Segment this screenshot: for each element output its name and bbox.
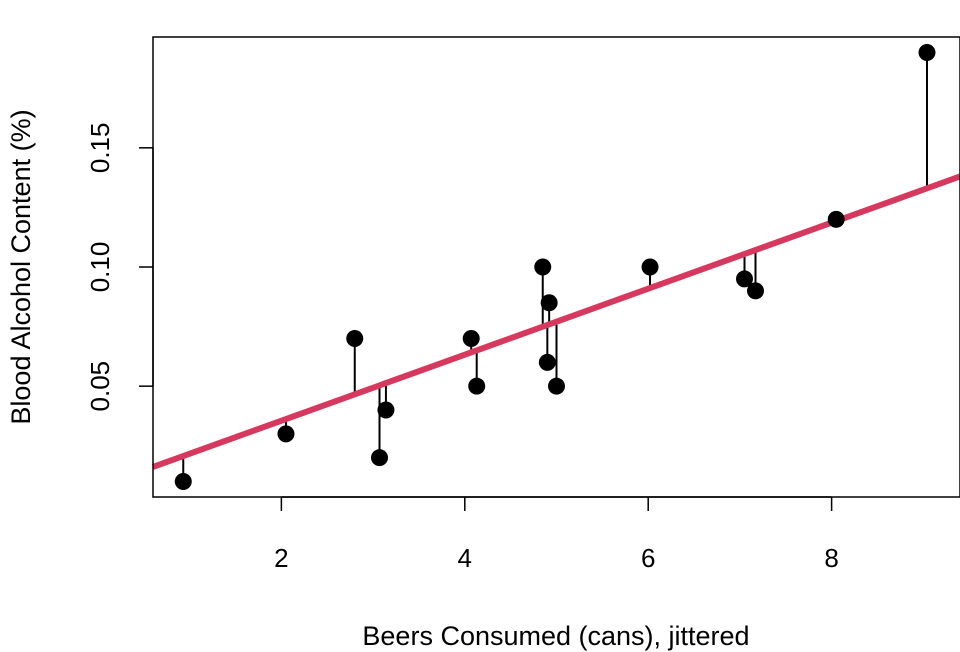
data-points [174,43,936,491]
data-point [540,294,558,312]
y-tick-label: 0.15 [85,123,115,174]
data-point [377,401,395,419]
y-axis: 0.05 0.10 0.15 [85,123,154,412]
y-tick-label: 0.10 [85,242,115,293]
regression-line-group [151,173,960,470]
x-axis-title: Beers Consumed (cans), jittered [362,621,749,651]
data-point [538,353,556,371]
data-point [277,425,295,443]
x-tick-label: 4 [458,543,472,573]
x-axis: 2 4 6 8 [274,496,839,573]
data-point [346,330,364,348]
x-tick-label: 8 [824,543,838,573]
data-point [462,330,480,348]
data-point [548,377,565,395]
x-tick-label: 6 [641,543,655,573]
data-point [534,258,552,276]
data-point [735,270,753,288]
data-point [174,473,192,491]
regression-line [151,173,960,470]
data-point [371,449,389,467]
data-point [827,210,845,228]
plot-frame [152,36,960,498]
data-point [746,282,764,300]
data-point [468,377,486,395]
y-axis-title: Blood Alcohol Content (%) [6,109,36,424]
data-point [641,258,659,276]
y-tick-label: 0.05 [85,361,115,412]
x-tick-label: 2 [274,543,288,573]
data-point [918,43,936,61]
